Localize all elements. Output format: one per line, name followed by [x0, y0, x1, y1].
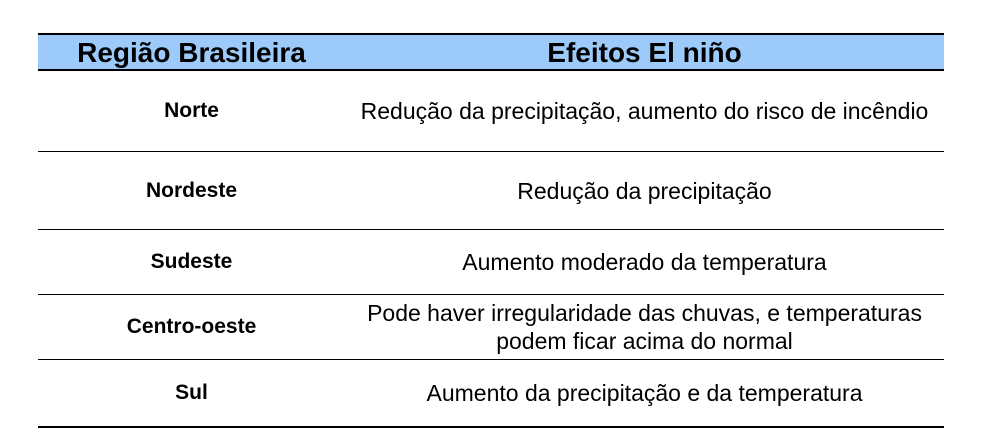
table-row-norte: Norte Redução da precipitação, aumento d…	[38, 71, 944, 152]
table-row-sul: Sul Aumento da precipitação e da tempera…	[38, 360, 944, 428]
effect-text: Redução da precipitação	[517, 177, 772, 204]
effect-cell: Redução da precipitação	[345, 177, 944, 205]
effect-text: Redução da precipitação, aumento do risc…	[360, 98, 929, 124]
table-row-sudeste: Sudeste Aumento moderado da temperatura	[38, 230, 944, 295]
effect-cell: Redução da precipitação, aumento do risc…	[345, 97, 944, 125]
header-cell-effects: Efeitos El niño	[547, 36, 742, 68]
region-name: Norte	[164, 99, 219, 122]
table-row-nordeste: Nordeste Redução da precipitação	[38, 152, 944, 230]
effect-text: Aumento da precipitação e da temperatura	[426, 380, 863, 406]
table-row-centro-oeste: Centro-oeste Pode haver irregularidade d…	[38, 295, 944, 360]
header-cell-region: Região Brasileira	[77, 36, 306, 68]
effect-cell: Pode haver irregularidade das chuvas, e …	[345, 299, 944, 355]
effect-cell: Aumento da precipitação e da temperatura	[345, 379, 944, 407]
region-name: Centro-oeste	[126, 315, 257, 338]
el-nino-effects-table: Região Brasileira Efeitos El niño Norte …	[38, 33, 944, 428]
region-name: Sudeste	[150, 250, 233, 273]
effect-cell: Aumento moderado da temperatura	[345, 248, 944, 276]
table-header-row: Região Brasileira Efeitos El niño	[38, 33, 944, 71]
region-name: Sul	[175, 381, 208, 404]
region-name: Nordeste	[145, 178, 238, 202]
effect-text: Pode haver irregularidade das chuvas, e …	[367, 300, 922, 354]
effect-text: Aumento moderado da temperatura	[462, 249, 827, 275]
